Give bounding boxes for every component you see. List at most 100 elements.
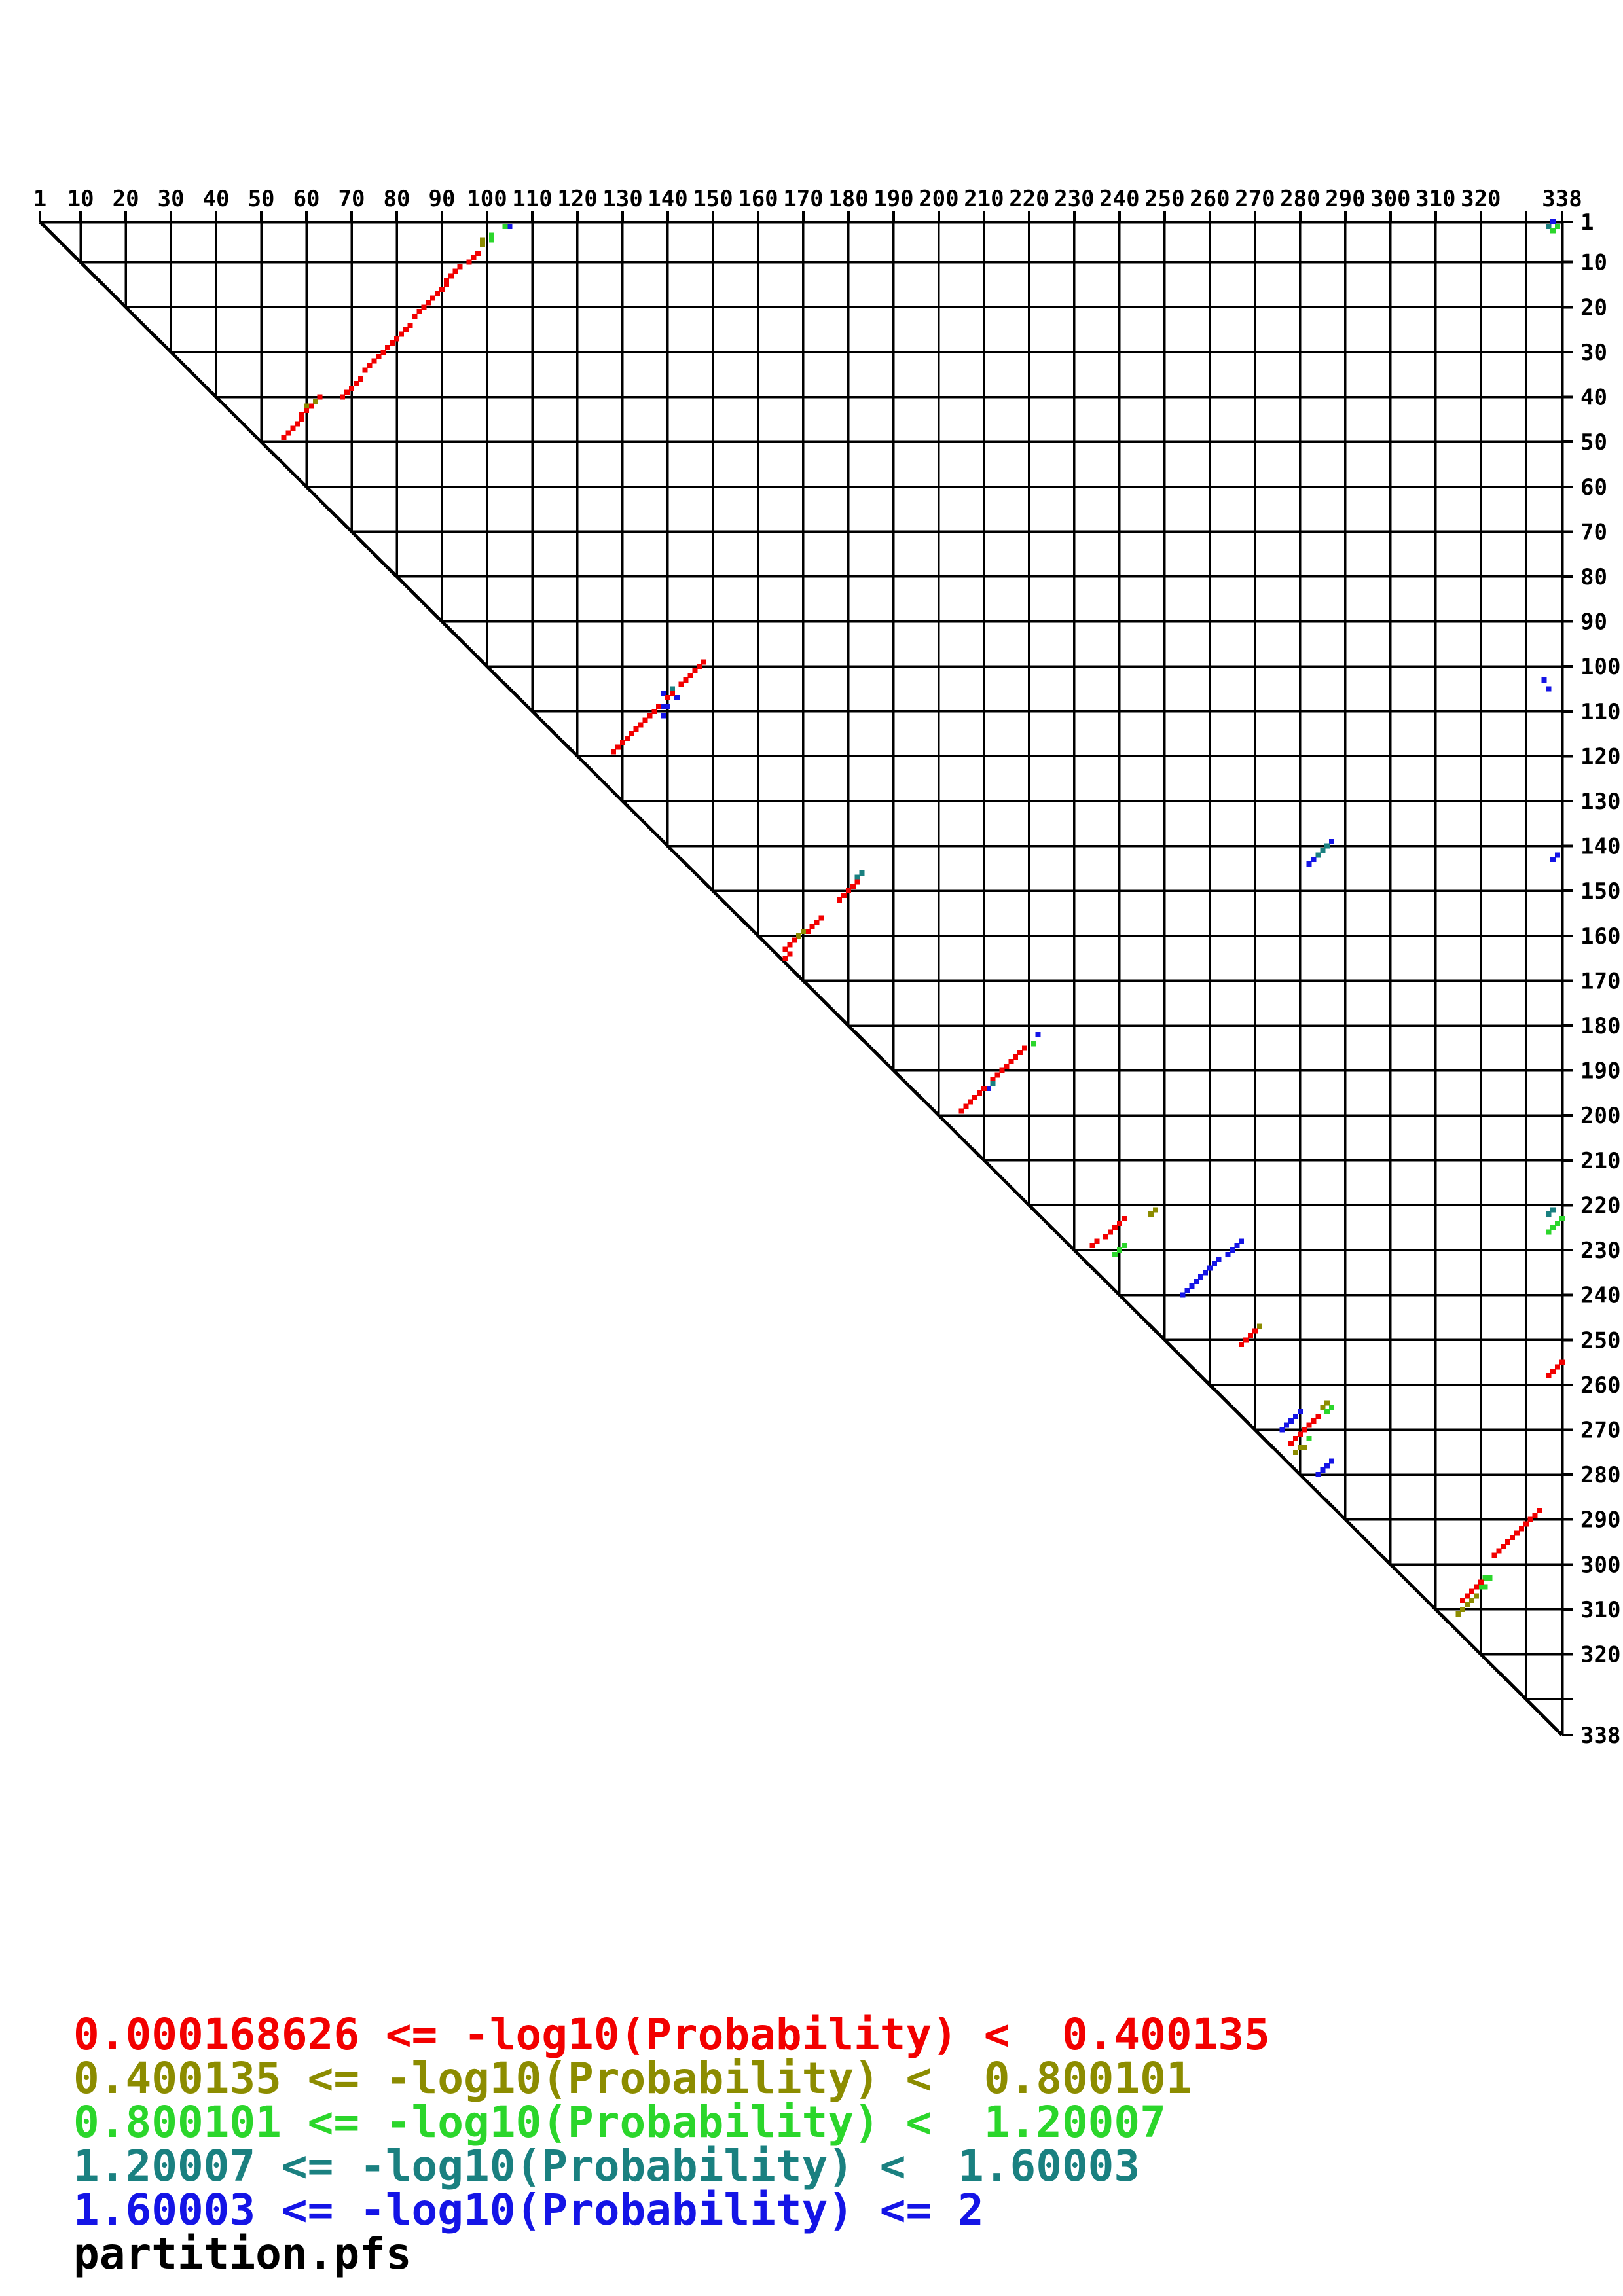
data-point	[304, 408, 310, 414]
data-point	[475, 251, 481, 257]
data-point	[398, 331, 404, 337]
data-point	[651, 708, 657, 714]
data-point	[1550, 1207, 1556, 1213]
data-point	[471, 255, 477, 260]
data-point	[1469, 1588, 1475, 1594]
data-point	[1532, 1512, 1538, 1518]
y-tick-label: 230	[1580, 1238, 1620, 1264]
y-tick-label: 20	[1580, 295, 1607, 321]
data-point	[416, 309, 422, 315]
data-point	[357, 376, 363, 382]
data-point	[683, 677, 689, 683]
data-point	[611, 749, 617, 755]
data-point	[1473, 1584, 1479, 1590]
data-point	[1546, 1211, 1552, 1217]
data-point	[1311, 1418, 1317, 1424]
data-point	[1550, 228, 1556, 234]
data-point	[1469, 1598, 1475, 1604]
data-point	[353, 380, 359, 386]
data-point	[304, 403, 310, 409]
x-tick-label: 320	[1461, 186, 1501, 212]
data-point	[792, 937, 797, 943]
data-point	[1035, 1031, 1041, 1037]
data-point	[1239, 1238, 1245, 1244]
x-tick-label: 290	[1325, 186, 1365, 212]
data-point	[448, 273, 454, 279]
data-point	[1189, 1283, 1195, 1289]
y-tick-label: 1	[1580, 209, 1594, 236]
data-point	[782, 946, 788, 952]
y-tick-label: 90	[1580, 609, 1607, 636]
x-tick-label: 20	[113, 186, 139, 212]
data-point	[1306, 861, 1312, 867]
data-point	[367, 363, 373, 368]
data-point	[1473, 1593, 1479, 1599]
y-tick-label: 280	[1580, 1462, 1620, 1488]
data-point	[845, 888, 851, 894]
x-tick-label: 140	[647, 186, 687, 212]
y-tick-label: 10	[1580, 250, 1607, 276]
y-tick-label: 130	[1580, 789, 1620, 815]
data-point	[1329, 838, 1335, 844]
x-tick-label: 190	[873, 186, 913, 212]
y-tick-label: 190	[1580, 1058, 1620, 1085]
data-point	[661, 704, 666, 709]
data-point	[1510, 1535, 1516, 1541]
data-point	[1546, 1229, 1552, 1235]
y-tick-label: 240	[1580, 1283, 1620, 1309]
data-point	[488, 232, 494, 238]
data-point	[439, 286, 445, 292]
data-point	[281, 435, 287, 440]
data-point	[1306, 1422, 1312, 1428]
data-point	[854, 879, 860, 885]
data-point	[1482, 1584, 1488, 1590]
y-tick-label: 310	[1580, 1597, 1620, 1623]
data-point	[661, 713, 666, 719]
x-tick-label: 240	[1099, 186, 1139, 212]
y-tick-label: 100	[1580, 654, 1620, 680]
data-point	[1112, 1251, 1118, 1257]
y-tick-label: 60	[1580, 475, 1607, 501]
data-point	[1460, 1598, 1466, 1604]
data-point	[669, 686, 675, 692]
data-point	[1234, 1243, 1240, 1249]
data-point	[963, 1103, 969, 1109]
data-point	[1013, 1054, 1019, 1060]
data-point	[1194, 1279, 1199, 1285]
data-point	[1527, 1516, 1533, 1522]
data-point	[1243, 1337, 1249, 1343]
data-point	[674, 695, 680, 701]
x-tick-label: 310	[1415, 186, 1455, 212]
y-tick-label: 220	[1580, 1193, 1620, 1219]
data-point	[1541, 677, 1547, 683]
data-point	[349, 385, 355, 391]
data-point	[1297, 1409, 1303, 1415]
y-tick-label: 140	[1580, 834, 1620, 860]
data-point	[972, 1094, 978, 1100]
data-point	[1546, 223, 1552, 229]
data-point	[1315, 852, 1321, 858]
data-point	[1148, 1211, 1154, 1217]
y-tick-label: 40	[1580, 385, 1607, 411]
data-point	[687, 672, 693, 678]
data-point	[1030, 1041, 1036, 1047]
data-point	[968, 1099, 974, 1105]
legend-line-red: 0.000168626 <= -log10(Probability) < 0.4…	[73, 2009, 1270, 2060]
data-point	[362, 367, 368, 373]
data-point	[403, 327, 409, 332]
data-point	[1008, 1058, 1014, 1064]
y-tick-label: 338	[1580, 1723, 1620, 1749]
data-point	[1501, 1543, 1506, 1549]
x-tick-label: 200	[919, 186, 958, 212]
data-point	[299, 416, 305, 422]
data-point	[1324, 1409, 1330, 1415]
x-tick-label: 130	[602, 186, 642, 212]
data-point	[981, 1086, 987, 1092]
data-point	[443, 278, 449, 283]
data-point	[1230, 1247, 1235, 1253]
data-point	[678, 681, 684, 687]
data-point	[1320, 1467, 1326, 1473]
data-point	[390, 340, 395, 346]
data-point	[1103, 1234, 1109, 1240]
